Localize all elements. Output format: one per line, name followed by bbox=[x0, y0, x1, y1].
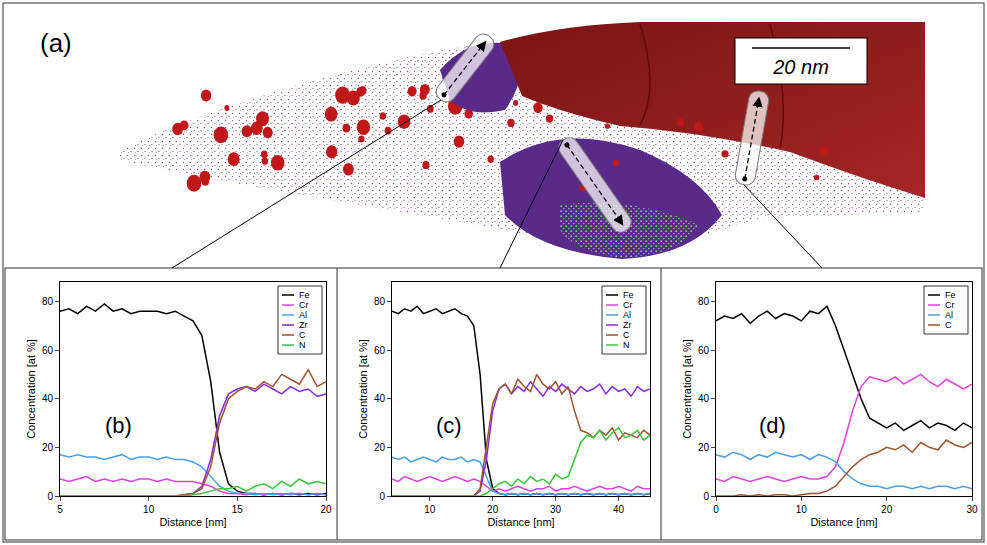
svg-text:(a): (a) bbox=[40, 28, 72, 58]
svg-text:Fe: Fe bbox=[623, 290, 634, 300]
svg-text:80: 80 bbox=[698, 296, 710, 307]
svg-text:Zr: Zr bbox=[623, 320, 632, 330]
svg-text:10: 10 bbox=[424, 504, 436, 515]
svg-text:C: C bbox=[945, 320, 952, 330]
svg-text:20: 20 bbox=[374, 442, 386, 453]
svg-text:80: 80 bbox=[374, 296, 386, 307]
svg-text:(b): (b) bbox=[105, 413, 132, 438]
svg-text:40: 40 bbox=[698, 393, 710, 404]
svg-text:Al: Al bbox=[623, 310, 631, 320]
svg-text:20: 20 bbox=[881, 504, 893, 515]
svg-text:20: 20 bbox=[487, 504, 499, 515]
svg-text:40: 40 bbox=[613, 504, 625, 515]
svg-text:0: 0 bbox=[713, 504, 719, 515]
svg-text:Fe: Fe bbox=[945, 290, 956, 300]
svg-text:Cr: Cr bbox=[945, 300, 955, 310]
svg-text:(c): (c) bbox=[436, 413, 462, 438]
svg-text:0: 0 bbox=[379, 491, 385, 502]
svg-text:Zr: Zr bbox=[299, 320, 308, 330]
svg-text:Distance [nm]: Distance [nm] bbox=[487, 516, 554, 528]
svg-text:Al: Al bbox=[945, 310, 953, 320]
svg-text:C: C bbox=[299, 330, 306, 340]
svg-text:30: 30 bbox=[966, 504, 978, 515]
svg-text:40: 40 bbox=[42, 393, 54, 404]
svg-text:Fe: Fe bbox=[299, 290, 310, 300]
svg-text:N: N bbox=[623, 340, 630, 350]
svg-text:40: 40 bbox=[374, 393, 386, 404]
svg-text:5: 5 bbox=[57, 504, 63, 515]
svg-text:Concentration [at %]: Concentration [at %] bbox=[25, 339, 37, 439]
svg-text:0: 0 bbox=[47, 491, 53, 502]
svg-text:Al: Al bbox=[299, 310, 307, 320]
svg-text:Concentration [at %]: Concentration [at %] bbox=[357, 339, 369, 439]
svg-text:20: 20 bbox=[42, 442, 54, 453]
svg-text:20: 20 bbox=[698, 442, 710, 453]
svg-text:(d): (d) bbox=[759, 413, 786, 438]
svg-text:0: 0 bbox=[703, 491, 709, 502]
svg-text:C: C bbox=[623, 330, 630, 340]
svg-text:15: 15 bbox=[232, 504, 244, 515]
svg-text:20: 20 bbox=[320, 504, 332, 515]
svg-text:60: 60 bbox=[374, 345, 386, 356]
svg-text:Distance [nm]: Distance [nm] bbox=[159, 516, 226, 528]
svg-text:Concentration [at %]: Concentration [at %] bbox=[681, 339, 693, 439]
svg-text:Cr: Cr bbox=[299, 300, 309, 310]
svg-text:20 nm: 20 nm bbox=[772, 56, 829, 78]
svg-text:10: 10 bbox=[143, 504, 155, 515]
svg-text:Distance [nm]: Distance [nm] bbox=[810, 516, 877, 528]
svg-text:30: 30 bbox=[550, 504, 562, 515]
svg-text:Cr: Cr bbox=[623, 300, 633, 310]
svg-text:N: N bbox=[299, 340, 306, 350]
svg-text:80: 80 bbox=[42, 296, 54, 307]
svg-text:10: 10 bbox=[796, 504, 808, 515]
svg-text:60: 60 bbox=[42, 345, 54, 356]
svg-text:60: 60 bbox=[698, 345, 710, 356]
